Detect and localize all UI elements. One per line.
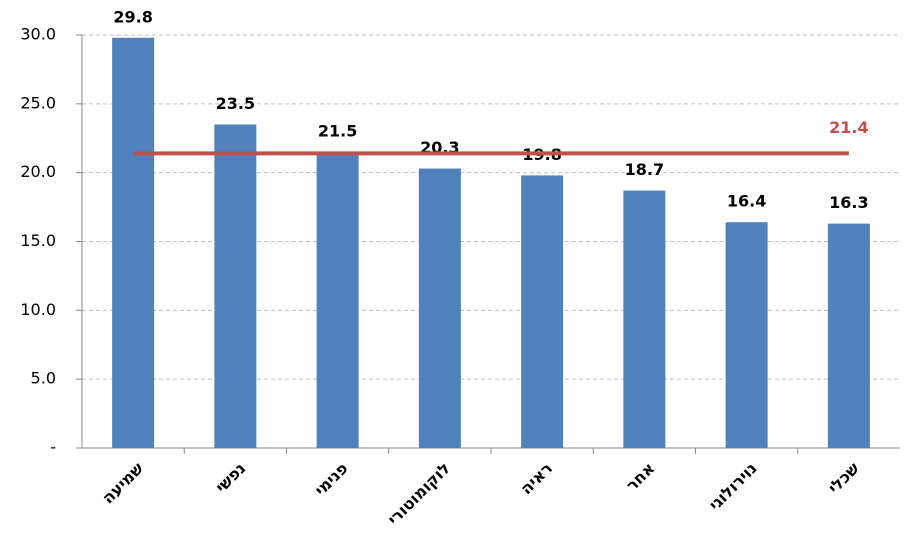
reference-label: 21.4 <box>829 118 868 137</box>
bar <box>623 190 666 448</box>
y-tick-label: 5.0 <box>31 369 56 388</box>
x-tick-label: נפשי <box>211 459 249 497</box>
value-label: 18.7 <box>625 160 664 179</box>
x-tick-label: שכלי <box>824 459 863 498</box>
x-tick-label: לוקומוטורי <box>384 459 454 529</box>
y-tick-label: 20.0 <box>20 162 56 181</box>
value-label: 16.3 <box>829 193 868 212</box>
x-tick-label: נוירולוגי <box>705 459 761 515</box>
value-label: 29.8 <box>113 7 152 26</box>
value-label: 23.5 <box>216 94 255 113</box>
y-tick-label: 25.0 <box>20 93 56 112</box>
value-label: 21.5 <box>318 122 357 141</box>
bar <box>214 124 257 448</box>
x-tick-label: ראיה <box>517 459 557 499</box>
bar <box>521 175 564 449</box>
x-tick-label: אחר <box>622 459 658 495</box>
y-tick-label: 30.0 <box>20 25 56 44</box>
y-tick-label: 15.0 <box>20 231 56 250</box>
bar <box>112 37 155 449</box>
bar <box>827 223 870 448</box>
x-tick-label: שמיעה <box>98 459 147 508</box>
value-label: 16.4 <box>727 192 766 211</box>
x-tick-label: פנימי <box>311 459 352 500</box>
y-tick-label: - <box>50 438 56 457</box>
bar <box>725 222 768 448</box>
bar <box>316 152 359 448</box>
bar <box>418 168 461 448</box>
y-tick-label: 10.0 <box>20 300 56 319</box>
